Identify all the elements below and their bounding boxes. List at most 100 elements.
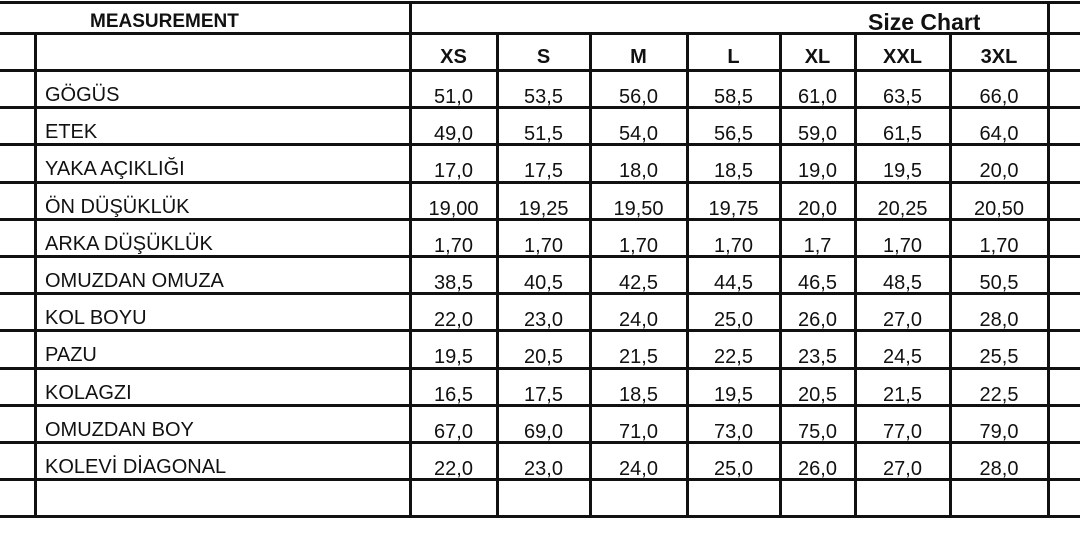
measurement-value: 1,70 [434, 235, 473, 257]
measurement-value: 48,5 [883, 272, 922, 294]
measurement-value: 24,0 [619, 309, 658, 331]
measurement-value: 20,50 [973, 198, 1025, 220]
size-header-xs: XS [440, 46, 467, 68]
measurement-value: 40,5 [524, 272, 563, 294]
measurement-value: 19,5 [434, 346, 473, 368]
measurement-value: 20,0 [798, 198, 837, 220]
grid-line-vertical [686, 33, 689, 518]
measurement-value: 20,5 [798, 384, 837, 406]
measurement-value: 79,0 [979, 421, 1019, 443]
measurement-value: 61,5 [883, 123, 922, 145]
measurement-value: 19,5 [883, 160, 922, 182]
measurement-value: 71,0 [619, 421, 658, 443]
measurement-value: 56,5 [714, 123, 753, 145]
grid-line-vertical [949, 33, 952, 518]
measurement-value: 22,5 [979, 384, 1019, 406]
grid-line-horizontal [0, 1, 1080, 4]
measurement-value: 18,5 [714, 160, 753, 182]
measurement-value: 24,0 [619, 458, 658, 480]
measurement-value: 1,70 [714, 235, 753, 257]
measurement-value: 28,0 [979, 458, 1019, 480]
measurement-value: 56,0 [619, 86, 658, 108]
measurement-value: 38,5 [434, 272, 473, 294]
measurement-value: 50,5 [979, 272, 1019, 294]
measurement-label: ÖN DÜŞÜKLÜK [45, 196, 190, 218]
grid-line-horizontal [0, 292, 1080, 295]
measurement-value: 23,0 [524, 309, 563, 331]
grid-line-horizontal [0, 32, 1080, 35]
measurement-value: 75,0 [798, 421, 837, 443]
grid-line-horizontal [0, 404, 1080, 407]
grid-line-horizontal [0, 69, 1080, 72]
grid-line-horizontal [0, 218, 1080, 221]
measurement-value: 27,0 [883, 458, 922, 480]
measurement-value: 23,0 [524, 458, 563, 480]
measurement-label: YAKA AÇIKLIĞI [45, 158, 185, 180]
measurement-value: 17,5 [524, 160, 563, 182]
measurement-value: 1,70 [619, 235, 658, 257]
measurement-value: 22,0 [434, 309, 473, 331]
measurement-value: 24,5 [883, 346, 922, 368]
measurement-value: 44,5 [714, 272, 753, 294]
measurement-value: 53,5 [524, 86, 563, 108]
measurement-value: 20,25 [877, 198, 928, 220]
measurement-value: 20,0 [979, 160, 1019, 182]
measurement-value: 66,0 [979, 86, 1019, 108]
measurement-value: 21,5 [619, 346, 658, 368]
measurement-value: 54,0 [619, 123, 658, 145]
measurement-value: 23,5 [798, 346, 837, 368]
measurement-label: KOL BOYU [45, 307, 147, 329]
size-header-l: L [727, 46, 740, 68]
grid-line-vertical [854, 33, 857, 518]
measurement-label: GÖGÜS [45, 84, 120, 106]
measurement-value: 22,0 [434, 458, 473, 480]
measurement-value: 25,0 [714, 458, 753, 480]
measurement-value: 19,0 [798, 160, 837, 182]
measurement-value: 19,5 [714, 384, 753, 406]
measurement-label: ETEK [45, 121, 98, 143]
size-header-xl: XL [804, 46, 831, 68]
measurement-label: ARKA DÜŞÜKLÜK [45, 233, 213, 255]
measurement-value: 46,5 [798, 272, 837, 294]
measurement-value: 1,7 [803, 235, 832, 257]
grid-line-horizontal [0, 106, 1080, 109]
grid-line-horizontal [0, 181, 1080, 184]
measurement-value: 21,5 [883, 384, 922, 406]
measurement-value: 1,70 [979, 235, 1019, 257]
size-chart-title: Size Chart [868, 11, 981, 33]
grid-line-horizontal [0, 441, 1080, 444]
measurement-value: 26,0 [798, 458, 837, 480]
grid-line-horizontal [0, 478, 1080, 481]
measurement-value: 69,0 [524, 421, 563, 443]
size-header-s: S [536, 46, 551, 68]
measurement-value: 27,0 [883, 309, 922, 331]
measurement-value: 59,0 [798, 123, 837, 145]
grid-line-horizontal [0, 143, 1080, 146]
measurement-value: 19,50 [613, 198, 664, 220]
grid-line-horizontal [0, 515, 1080, 518]
measurement-value: 58,5 [714, 86, 753, 108]
measurement-label: PAZU [45, 344, 97, 366]
measurement-value: 42,5 [619, 272, 658, 294]
measurement-value: 1,70 [524, 235, 563, 257]
grid-line-horizontal [0, 255, 1080, 258]
measurement-label: OMUZDAN BOY [45, 419, 194, 441]
grid-line-vertical [779, 33, 782, 518]
measurement-value: 1,70 [883, 235, 922, 257]
measurement-value: 20,5 [524, 346, 563, 368]
measurement-value: 22,5 [714, 346, 753, 368]
measurement-value: 49,0 [434, 123, 473, 145]
measurement-header: MEASUREMENT [90, 12, 239, 32]
grid-line-horizontal [0, 367, 1080, 370]
measurement-value: 51,5 [524, 123, 563, 145]
measurement-value: 28,0 [979, 309, 1019, 331]
grid-line-horizontal [0, 329, 1080, 332]
measurement-value: 25,0 [714, 309, 753, 331]
grid-line-vertical [34, 33, 37, 518]
measurement-value: 19,00 [428, 198, 479, 220]
measurement-value: 26,0 [798, 309, 837, 331]
measurement-value: 17,0 [434, 160, 473, 182]
measurement-value: 67,0 [434, 421, 473, 443]
grid-line-vertical [409, 2, 412, 518]
measurement-label: KOLEVİ DİAGONAL [45, 456, 227, 478]
